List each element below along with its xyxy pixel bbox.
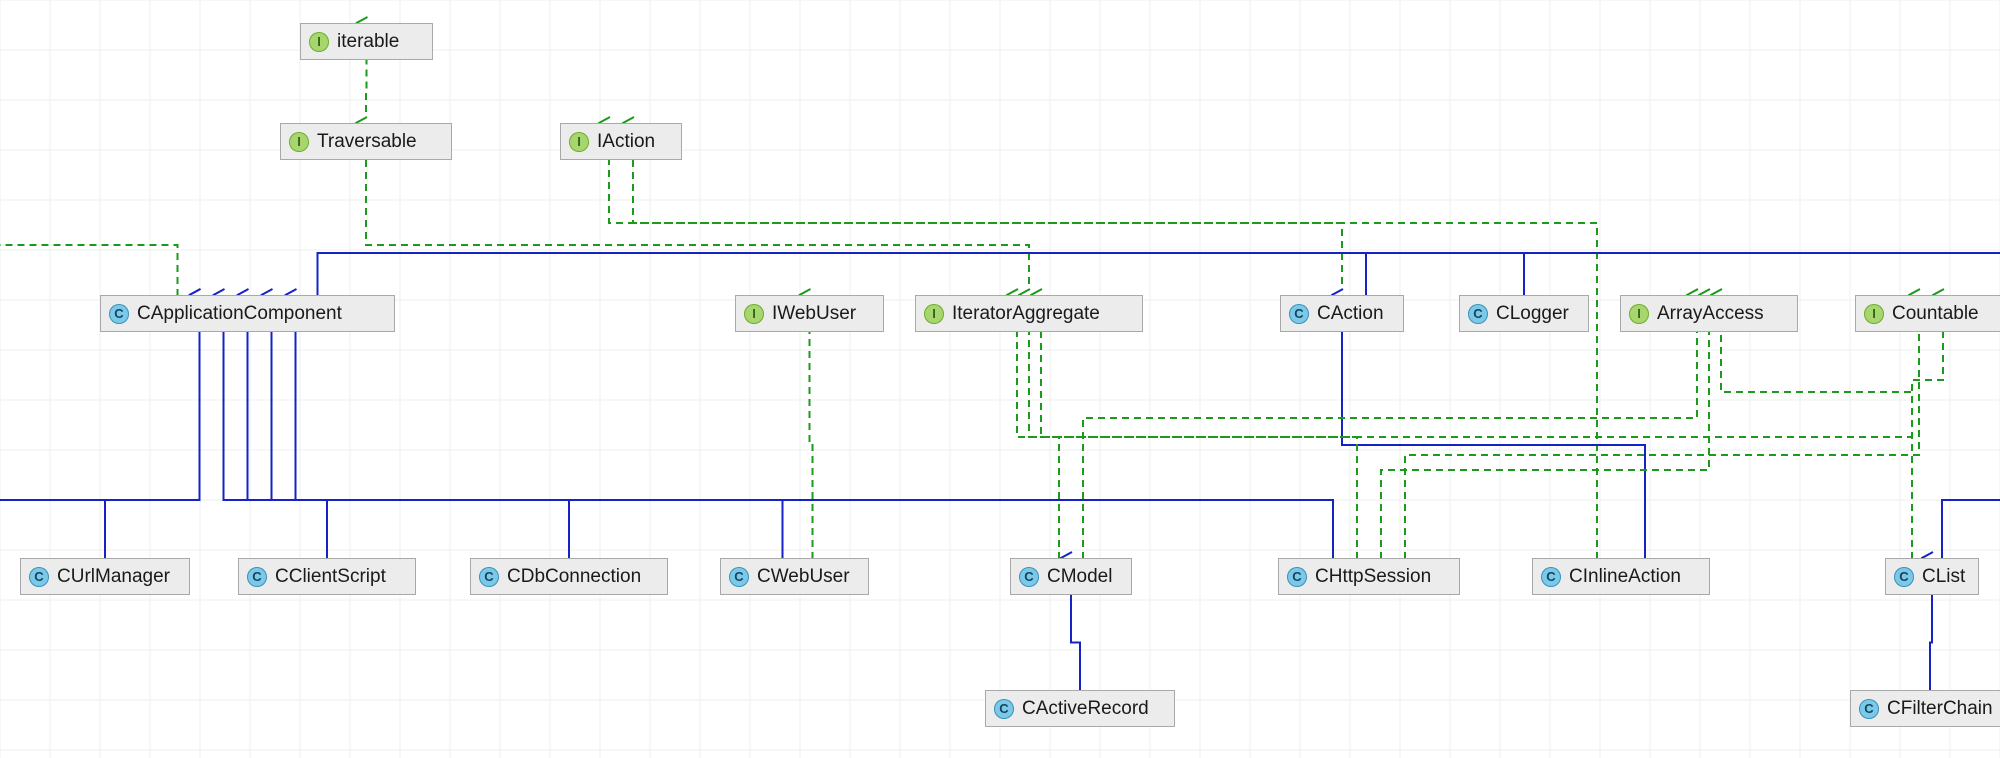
node-CFilterChain[interactable]: C CFilterChain bbox=[1850, 690, 2000, 727]
node-CDbConnection[interactable]: C CDbConnection bbox=[470, 558, 668, 595]
node-CWebUser[interactable]: C CWebUser bbox=[720, 558, 869, 595]
node-label: CFilterChain bbox=[1887, 698, 1993, 720]
edge-CHttpSession-to-Countable bbox=[1405, 295, 1919, 595]
node-label: CActiveRecord bbox=[1022, 698, 1149, 720]
node-label: Traversable bbox=[317, 131, 417, 153]
node-CUrlManager[interactable]: C CUrlManager bbox=[20, 558, 190, 595]
interface-icon: I bbox=[309, 32, 329, 52]
node-CList[interactable]: C CList bbox=[1885, 558, 1979, 595]
edge-CHttpSession-to-CApplicationComponent bbox=[296, 295, 1334, 595]
interface-icon: I bbox=[289, 132, 309, 152]
node-CApplicationComponent[interactable]: C CApplicationComponent bbox=[100, 295, 395, 332]
node-IWebUser[interactable]: I IWebUser bbox=[735, 295, 884, 332]
class-icon: C bbox=[1859, 699, 1879, 719]
class-icon: C bbox=[109, 304, 129, 324]
node-label: IWebUser bbox=[772, 303, 856, 325]
node-label: CLogger bbox=[1496, 303, 1569, 325]
node-label: IAction bbox=[597, 131, 655, 153]
node-Countable[interactable]: I Countable bbox=[1855, 295, 2000, 332]
node-label: CList bbox=[1922, 566, 1965, 588]
interface-icon: I bbox=[744, 304, 764, 324]
edge-CClientScript-to-CApplicationComponent bbox=[224, 295, 328, 595]
class-icon: C bbox=[1289, 304, 1309, 324]
node-IAction[interactable]: I IAction bbox=[560, 123, 682, 160]
node-iterable[interactable]: Iiterable bbox=[300, 23, 433, 60]
edge-CList-to-ArrayAccess bbox=[1721, 295, 1912, 595]
node-ArrayAccess[interactable]: I ArrayAccess bbox=[1620, 295, 1798, 332]
node-label: IteratorAggregate bbox=[952, 303, 1100, 325]
node-CInlineAction[interactable]: C CInlineAction bbox=[1532, 558, 1710, 595]
edge-CHttpSession-to-ArrayAccess bbox=[1381, 295, 1709, 595]
class-icon: C bbox=[1019, 567, 1039, 587]
node-label: CWebUser bbox=[757, 566, 850, 588]
node-CClientScript[interactable]: C CClientScript bbox=[238, 558, 416, 595]
interface-icon: I bbox=[1864, 304, 1884, 324]
node-CModel[interactable]: C CModel bbox=[1010, 558, 1132, 595]
class-icon: C bbox=[1541, 567, 1561, 587]
edge-CHttpSession-to-IteratorAggregate bbox=[1029, 295, 1357, 595]
node-label: CAction bbox=[1317, 303, 1384, 325]
node-label: iterable bbox=[337, 31, 399, 53]
node-label: CDbConnection bbox=[507, 566, 641, 588]
node-label: CClientScript bbox=[275, 566, 386, 588]
node-label: CHttpSession bbox=[1315, 566, 1431, 588]
diagram-canvas: IiterableITraversableIIActionCCApplicati… bbox=[0, 0, 2000, 758]
class-icon: C bbox=[1468, 304, 1488, 324]
class-icon: C bbox=[994, 699, 1014, 719]
node-IteratorAggregate[interactable]: I IteratorAggregate bbox=[915, 295, 1143, 332]
node-label: CInlineAction bbox=[1569, 566, 1681, 588]
node-label: Countable bbox=[1892, 303, 1979, 325]
node-Traversable[interactable]: I Traversable bbox=[280, 123, 452, 160]
class-icon: C bbox=[729, 567, 749, 587]
interface-icon: I bbox=[569, 132, 589, 152]
edge-CUrlManager-to-CApplicationComponent bbox=[105, 295, 200, 595]
interface-icon: I bbox=[924, 304, 944, 324]
edge-CWebUser-to-IWebUser bbox=[810, 295, 813, 595]
node-CAction[interactable]: C CAction bbox=[1280, 295, 1404, 332]
node-CHttpSession[interactable]: C CHttpSession bbox=[1278, 558, 1460, 595]
class-icon: C bbox=[29, 567, 49, 587]
node-label: CApplicationComponent bbox=[137, 303, 342, 325]
edge-layer bbox=[0, 0, 2000, 758]
node-label: CUrlManager bbox=[57, 566, 170, 588]
edge-CInlineAction-to-CAction bbox=[1342, 295, 1645, 595]
node-label: ArrayAccess bbox=[1657, 303, 1764, 325]
edge-CInlineAction-to-IAction bbox=[633, 123, 1597, 595]
class-icon: C bbox=[479, 567, 499, 587]
edge-CDbConnection-to-CApplicationComponent bbox=[248, 295, 570, 595]
class-icon: C bbox=[1287, 567, 1307, 587]
class-icon: C bbox=[1894, 567, 1914, 587]
class-icon: C bbox=[247, 567, 267, 587]
interface-icon: I bbox=[1629, 304, 1649, 324]
node-CActiveRecord[interactable]: C CActiveRecord bbox=[985, 690, 1175, 727]
edge-CWebUser-to-CApplicationComponent bbox=[272, 295, 783, 595]
node-CLogger[interactable]: C CLogger bbox=[1459, 295, 1589, 332]
edge-CList-to-IteratorAggregate bbox=[1041, 295, 1912, 595]
node-label: CModel bbox=[1047, 566, 1112, 588]
edge-CModel-to-IteratorAggregate bbox=[1017, 295, 1059, 595]
edge-CModel-to-ArrayAccess bbox=[1083, 295, 1697, 595]
edge-CList-to-Countable bbox=[1912, 295, 1943, 595]
